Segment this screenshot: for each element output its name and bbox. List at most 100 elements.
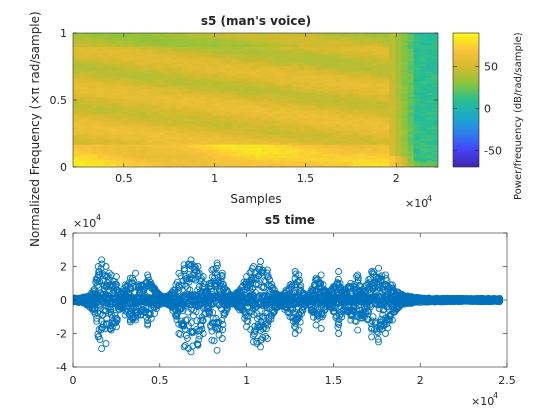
spectrogram-cell	[389, 124, 397, 128]
time-signal-point	[105, 269, 113, 277]
spectrogram-cell	[304, 121, 311, 124]
spectrogram-cell	[407, 111, 415, 114]
spectrogram-cell	[115, 77, 123, 80]
spectrogram-cell	[298, 82, 305, 86]
spectrogram-cell	[91, 80, 98, 84]
spectrogram-cell	[219, 40, 226, 44]
spectrogram-cell	[243, 65, 251, 69]
spectrogram-cell	[225, 138, 232, 141]
spectrogram-cell	[328, 38, 336, 42]
spectrogram-cell	[115, 155, 123, 159]
spectrogram-cell	[79, 33, 86, 36]
spectrogram-cell	[152, 122, 159, 126]
spectrogram-cell	[73, 75, 80, 78]
spectrogram-cell	[176, 94, 184, 97]
spectrogram-cell	[146, 107, 153, 111]
spectrogram-cell	[431, 147, 438, 151]
spectrogram-cell	[249, 69, 257, 72]
spectrogram-cell	[383, 88, 390, 92]
spectrogram-cell	[152, 100, 159, 103]
spectrogram-cell	[352, 78, 360, 82]
spectrogram-cell	[170, 157, 178, 160]
spectrogram-cell	[133, 121, 141, 124]
spectrogram-cell	[285, 86, 293, 90]
spectrogram-cell	[115, 33, 123, 36]
spectrogram-cell	[365, 80, 372, 84]
spectrogram-cell	[212, 82, 220, 86]
spectrogram-cell	[121, 105, 129, 109]
spectrogram-cell	[164, 126, 171, 130]
spectrogram-cell	[121, 128, 129, 132]
spectrogram-cell	[127, 75, 135, 78]
spectrogram-cell	[194, 90, 202, 93]
spectrogram-cell	[121, 46, 129, 49]
spectrogram-cell	[292, 163, 299, 166]
spectrogram-cell	[261, 124, 269, 128]
spectrogram-cell	[164, 84, 171, 88]
spectrogram-cell	[158, 132, 165, 136]
spectrogram-cell	[352, 59, 360, 63]
spectrogram-cell	[273, 67, 281, 70]
spectrogram-cell	[358, 82, 366, 86]
spectrogram-cell	[431, 157, 438, 160]
spectrogram-cell	[219, 126, 226, 130]
spectrogram-cell	[279, 115, 287, 118]
spectrogram-cell	[170, 109, 178, 113]
spectrogram-cell	[200, 52, 208, 55]
spectrogram-cell	[371, 33, 378, 36]
spectrogram-cell	[97, 90, 105, 93]
spectrogram-cell	[334, 115, 342, 118]
spectrogram-cell	[109, 96, 117, 99]
spectrogram-cell	[377, 151, 384, 155]
spectrogram-cell	[340, 122, 348, 126]
spectrogram-cell	[206, 42, 214, 46]
spectrogram-cell	[91, 153, 98, 157]
spectrogram-cell	[194, 34, 202, 38]
spectrogram-cell	[170, 111, 178, 114]
spectrogram-cell	[358, 161, 366, 164]
spectrogram-cell	[200, 101, 208, 105]
spectrogram-cell	[425, 124, 433, 128]
spectrogram-cell	[176, 77, 184, 80]
spectrogram-cell	[225, 78, 232, 82]
spectrogram-cell	[164, 134, 171, 137]
spectrogram-cell	[298, 90, 305, 93]
spectrogram-cell	[298, 44, 305, 47]
spectrogram-cell	[365, 117, 372, 120]
spectrogram-cell	[419, 94, 427, 97]
spectrogram-cell	[413, 117, 421, 120]
spectrogram-cell	[212, 117, 220, 120]
spectrogram-cell	[152, 145, 159, 149]
spectrogram-cell	[365, 78, 372, 82]
spectrogram-cell	[255, 126, 263, 130]
spectrogram-cell	[407, 86, 415, 90]
spectrogram-cell	[395, 145, 403, 149]
spectrogram-cell	[85, 159, 92, 162]
spectrogram-cell	[243, 48, 251, 51]
spectrogram-cell	[401, 113, 409, 116]
spectrogram-cell	[292, 134, 299, 137]
spectrogram-cell	[115, 44, 123, 47]
spectrogram-cell	[395, 57, 403, 61]
spectrogram-cell	[91, 151, 98, 155]
colorbar-label: Power/frequency (dB/rad/sample)	[513, 32, 524, 200]
spectrogram-cell	[310, 165, 317, 167]
spectrogram-cell	[279, 119, 287, 122]
spectrogram-cell	[413, 92, 421, 95]
spectrogram-cell	[255, 94, 263, 97]
spectrogram-cell	[377, 157, 384, 160]
spectrogram-cell	[170, 101, 178, 105]
spectrogram-cell	[316, 94, 324, 97]
spectrogram-cell	[139, 159, 147, 162]
spectrogram-cell	[310, 145, 317, 149]
spectrogram-cell	[249, 34, 257, 38]
spectrogram-cell	[109, 161, 117, 164]
spectrogram-cell	[133, 54, 141, 57]
spectrogram-cell	[152, 105, 159, 109]
spectrogram-cell	[237, 149, 244, 153]
spectrogram-cell	[237, 67, 244, 70]
spectrogram-cell	[127, 163, 135, 166]
spectrogram-cell	[85, 82, 92, 86]
spectrogram-cell	[255, 136, 263, 139]
spectrogram-cell	[176, 113, 184, 116]
